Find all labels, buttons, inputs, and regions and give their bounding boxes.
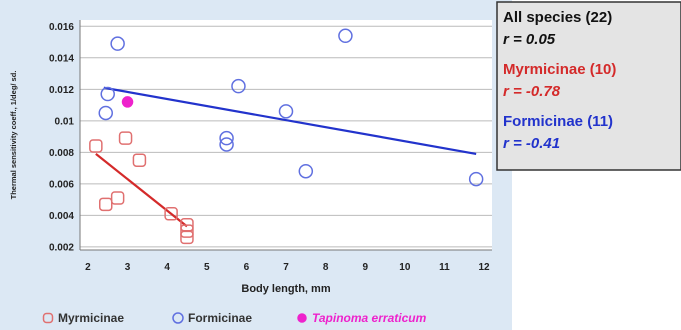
legend-label-tapinoma-erraticum: Tapinoma erraticum	[312, 311, 427, 325]
data-point-formicinae	[338, 28, 353, 44]
x-tick-label: 5	[204, 262, 210, 273]
legend-marker-tapinoma-erraticum	[297, 313, 307, 323]
stats-group-label: All species (22)	[503, 9, 612, 26]
y-tick-label: 0.006	[49, 179, 74, 190]
data-point-formicinae	[468, 171, 484, 187]
x-tick-label: 12	[479, 262, 491, 273]
x-tick-label: 6	[244, 262, 250, 273]
legend-label-formicinae: Formicinae	[188, 311, 252, 325]
data-point-tapinoma-erraticum	[121, 96, 134, 108]
y-tick-label: 0.012	[49, 85, 74, 96]
data-point-myrmicinae	[110, 191, 125, 205]
stats-r-value: r = -0.78	[503, 83, 561, 100]
plot-area	[80, 20, 492, 250]
data-point-myrmicinae	[118, 131, 133, 145]
grid-lines	[80, 25, 492, 248]
trend-line-myrmicinae	[95, 153, 188, 228]
data-point-myrmicinae	[180, 230, 194, 245]
data-point-formicinae	[100, 86, 115, 102]
data-point-formicinae	[298, 163, 314, 179]
data-point-formicinae	[110, 36, 125, 51]
data-point-myrmicinae	[180, 224, 194, 238]
x-tick-label: 9	[362, 262, 368, 273]
y-tick-label: 0.002	[49, 242, 74, 253]
stats-r-value: r = -0.41	[503, 135, 560, 152]
x-tick-label: 7	[283, 262, 289, 273]
stats-group-label: Formicinae (11)	[503, 113, 613, 130]
x-tick-label: 8	[323, 262, 329, 273]
legend-marker-myrmicinae	[42, 312, 54, 324]
data-point-formicinae	[98, 105, 113, 121]
stats-r-value: r = 0.05	[503, 31, 556, 48]
data-point-myrmicinae	[99, 197, 113, 212]
data-point-myrmicinae	[132, 153, 147, 167]
legend-label-myrmicinae: Myrmicinae	[58, 311, 124, 325]
y-tick-label: 0.01	[55, 116, 75, 127]
data-point-formicinae	[278, 104, 294, 119]
y-tick-label: 0.008	[49, 148, 74, 159]
x-tick-label: 2	[85, 262, 91, 273]
data-point-formicinae	[219, 130, 234, 146]
y-axis-title: Thermal sensitivity coeff., 1/deg/ sd.	[9, 71, 18, 200]
trend-lines	[95, 86, 477, 228]
axes: 0.002 0.004 0.006 0.008 0.01 0.012 0.014 0.016 2…	[9, 20, 492, 295]
data-point-formicinae	[231, 78, 246, 94]
stats-box: All species (22) r = 0.05 Myrmicinae (10) r…	[496, 1, 681, 171]
data-point-myrmicinae	[164, 207, 178, 221]
x-axis-title: Body length, mm	[241, 283, 330, 295]
data-point-myrmicinae	[89, 139, 103, 153]
data-point-formicinae	[219, 137, 234, 152]
x-tick-label: 10	[399, 262, 411, 273]
y-tick-label: 0.014	[49, 53, 74, 64]
y-tick-label: 0.016	[49, 22, 74, 33]
trend-line-formicinae	[103, 86, 477, 155]
legend: Myrmicinae Formicinae Tapinoma erraticum	[42, 311, 427, 325]
x-tick-label: 4	[164, 262, 170, 273]
x-tick-label: 3	[125, 262, 131, 273]
x-tick-label: 11	[439, 262, 450, 273]
legend-marker-formicinae	[172, 312, 184, 324]
stats-group-label: Myrmicinae (10)	[503, 61, 616, 78]
y-tick-label: 0.004	[49, 211, 74, 222]
stats-box-background	[496, 1, 681, 171]
data-points	[89, 28, 484, 245]
